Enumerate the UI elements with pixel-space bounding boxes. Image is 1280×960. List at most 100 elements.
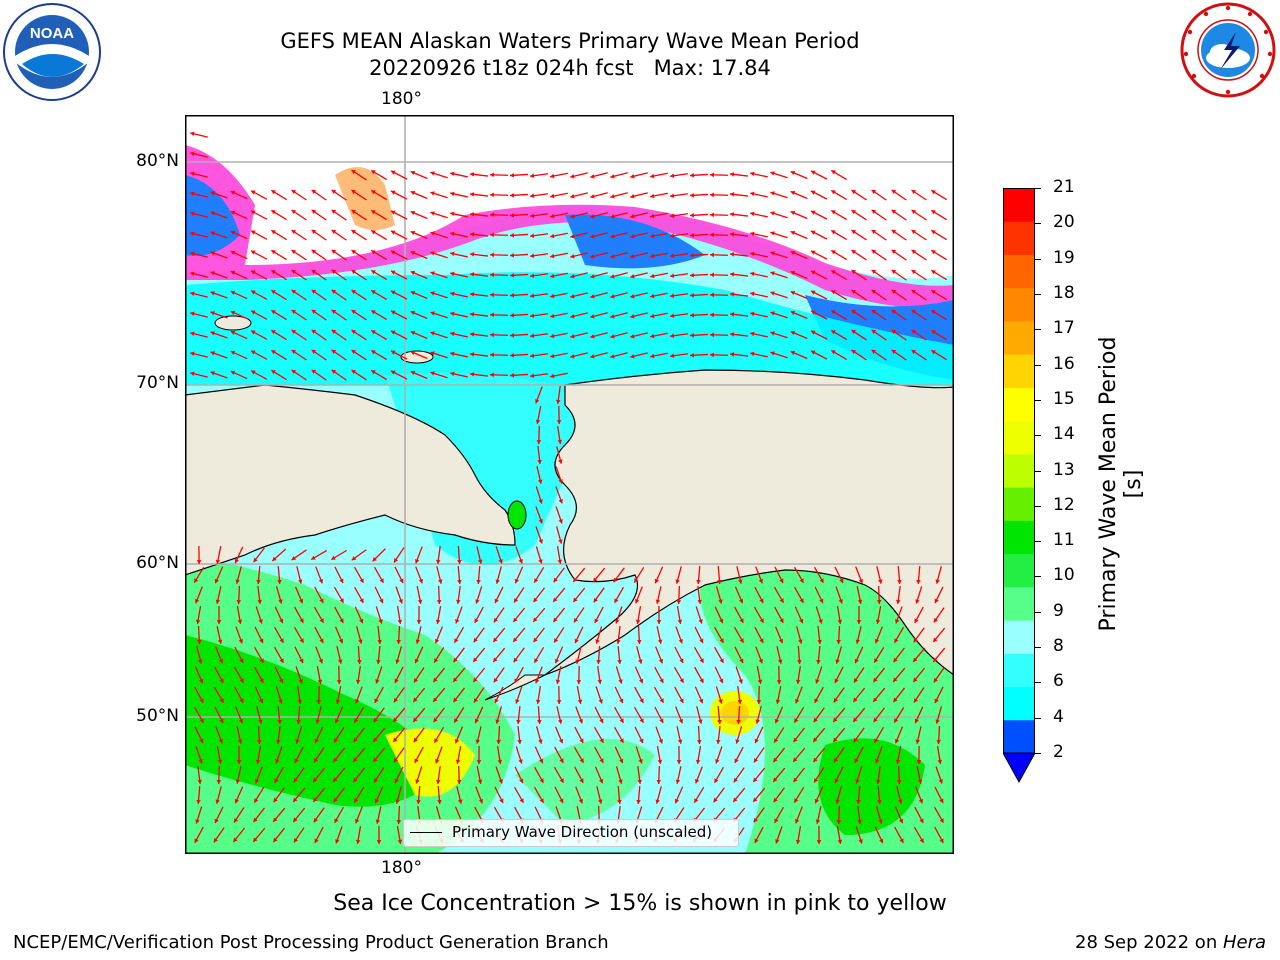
wave-arrow-head [530, 253, 535, 258]
wave-arrow-head [776, 680, 782, 684]
wave-arrow-head [758, 578, 764, 584]
wave-arrow-head [199, 718, 204, 723]
wave-arrow-head [719, 678, 724, 684]
wave-arrow-head [939, 838, 944, 843]
wave-arrow-head [570, 333, 575, 339]
wave-arrow-head [251, 210, 256, 215]
wave-arrow-head [655, 799, 660, 804]
wave-arrow-head [351, 270, 356, 275]
wave-arrow-head [251, 290, 256, 295]
wave-arrow-head [410, 190, 416, 196]
wave-arrow-head [353, 777, 358, 783]
wave-arrow-head [931, 230, 936, 235]
wave-arrow-head [398, 599, 403, 604]
wave-arrow-head [450, 251, 455, 257]
wave-arrow-head [530, 333, 535, 338]
wave-arrow-head [810, 310, 816, 315]
wave-arrow-head [736, 719, 741, 724]
wave-arrow-head [510, 172, 515, 178]
wave-arrow-head [911, 229, 917, 235]
wave-arrow-head [899, 838, 904, 843]
wave-arrow-head [710, 292, 714, 298]
gulf-orange-spot [721, 701, 749, 725]
wave-arrow-head [939, 798, 944, 804]
wave-arrow-head [593, 577, 598, 582]
wave-arrow-head [239, 698, 244, 703]
wave-arrow-head [894, 718, 899, 723]
wave-arrow-head [770, 191, 775, 196]
wave-arrow-head [694, 798, 699, 803]
wave-arrow-head [373, 757, 378, 763]
wave-arrow-head [750, 171, 755, 177]
wave-arrow-head [313, 757, 319, 763]
wave-arrow-head [733, 777, 738, 783]
wave-arrow-head [457, 799, 463, 804]
wave-arrow-head [334, 818, 339, 823]
colorbar-tick-label: 12 [1053, 494, 1075, 515]
wave-arrow-head [495, 719, 500, 724]
wave-arrow-head [699, 658, 704, 663]
wave-arrow-head [810, 350, 816, 355]
wave-arrow-head [717, 579, 722, 584]
wave-arrow-head [871, 309, 877, 314]
wave-arrow-head [410, 250, 416, 256]
colorbar-tick-mark [1035, 293, 1041, 295]
wave-arrow-head [234, 818, 239, 823]
wave-arrow-head [198, 678, 204, 684]
wave-arrow-head [291, 209, 297, 215]
wave-arrow-head [558, 479, 563, 484]
wave-arrow-head [351, 290, 356, 295]
wave-arrow-head [355, 698, 360, 704]
wave-arrow-head [519, 798, 524, 803]
wave-arrow-head [454, 638, 459, 643]
colorbar-tick-mark [1035, 753, 1041, 754]
wave-arrow-head [550, 273, 555, 279]
colorbar-segment [1003, 553, 1035, 588]
wave-arrow-head [937, 759, 943, 764]
wave-arrow-head [836, 820, 842, 824]
wave-arrow-head [690, 273, 695, 278]
wave-arrow-head [291, 309, 297, 315]
wave-arrow-head [535, 678, 540, 684]
wave-arrow-head [579, 738, 584, 743]
wave-arrow-head [316, 700, 322, 704]
wave-arrow-head [710, 232, 714, 238]
wave-arrow-head [435, 559, 441, 564]
wave-arrow-head [838, 599, 843, 604]
wave-arrow-head [650, 273, 655, 279]
wave-arrow-head [331, 209, 337, 214]
wave-arrow-head [450, 191, 455, 197]
colorbar-tick-label: 19 [1053, 247, 1075, 268]
wave-arrow-head [750, 311, 755, 317]
wave-arrow-head [218, 739, 223, 744]
wave-arrow-head [351, 250, 356, 255]
wave-arrow-head [256, 740, 262, 744]
wave-arrow-head [717, 719, 722, 724]
wave-arrow-head [530, 373, 535, 378]
wave-arrow-head [834, 778, 839, 784]
wave-arrow-head [414, 758, 419, 763]
wave-arrow-head [555, 399, 561, 404]
wave-arrow-head [874, 658, 879, 663]
wave-arrow-head [873, 697, 878, 702]
wave-arrow-head [353, 757, 358, 762]
wave-arrow-head [913, 637, 918, 643]
wave-arrow-head [710, 172, 714, 178]
wave-arrow-head [851, 330, 856, 335]
wave-arrow-head [331, 349, 337, 354]
wave-arrow-head [610, 334, 615, 339]
wave-arrow-head [919, 818, 924, 823]
wave-arrow-head [537, 479, 543, 484]
wave-arrow-head [470, 312, 475, 317]
wave-arrow-head [794, 818, 800, 824]
footer-branch: NCEP/EMC/Verification Post Processing Pr… [13, 932, 609, 953]
wave-arrow-head [871, 189, 877, 194]
wave-arrow-head [371, 370, 376, 375]
wave-arrow-head [570, 313, 575, 319]
nws-logo-icon [1180, 2, 1276, 98]
wave-arrow-head [790, 210, 796, 216]
wave-arrow-head [313, 777, 318, 782]
wave-arrow-head [619, 718, 624, 723]
wave-arrow-head [430, 171, 435, 176]
wave-arrow-head [235, 779, 241, 784]
